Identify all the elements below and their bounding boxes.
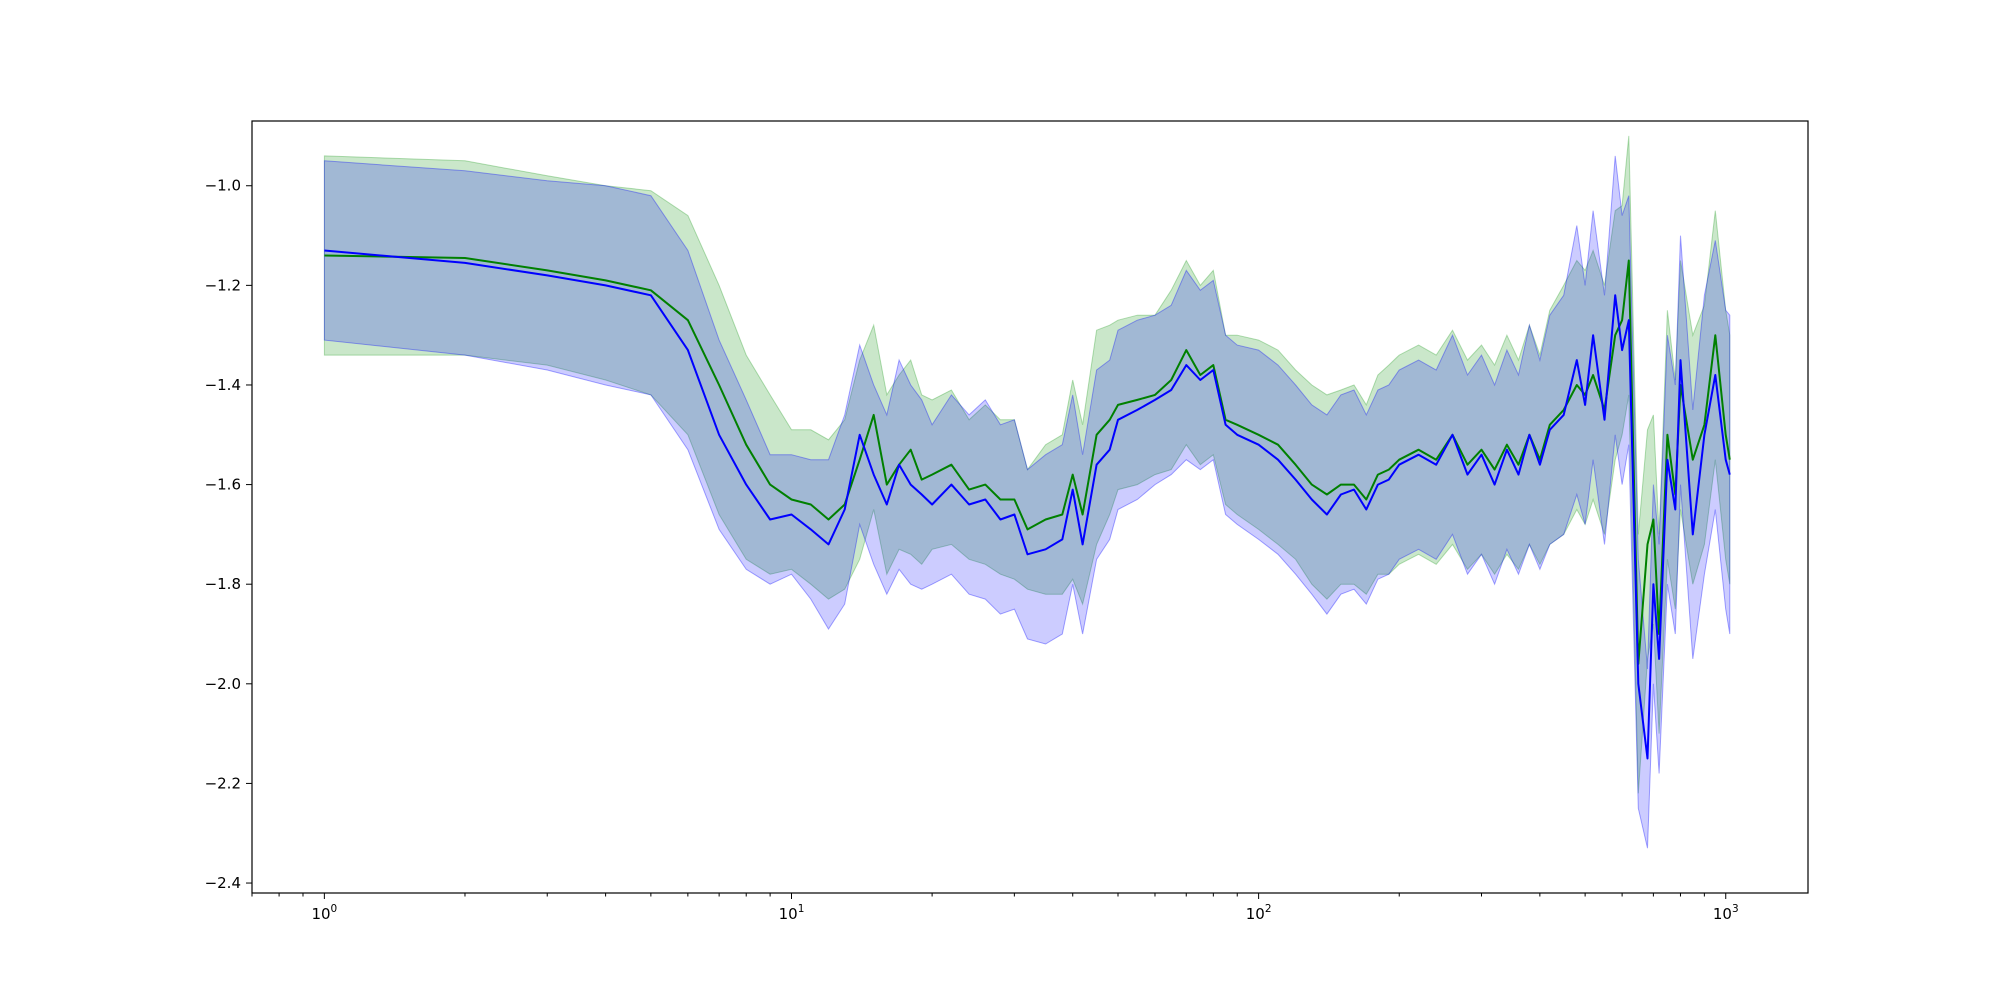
y-tick-label: −1.2	[205, 276, 241, 294]
x-tick-base: 10	[1713, 905, 1732, 923]
x-tick-exponent: 1	[798, 903, 805, 915]
x-tick-base: 10	[779, 905, 798, 923]
x-tick-base: 10	[1246, 905, 1265, 923]
y-tick-label: −2.0	[205, 675, 241, 693]
y-tick-label: −1.6	[205, 476, 241, 494]
y-tick-label: −1.8	[205, 575, 241, 593]
y-tick-label: −2.2	[205, 774, 241, 792]
x-tick-exponent: 3	[1732, 903, 1739, 915]
x-tick-exponent: 2	[1265, 903, 1272, 915]
y-tick-label: −2.4	[205, 874, 241, 892]
x-tick-exponent: 0	[331, 903, 338, 915]
y-tick-label: −1.0	[205, 177, 241, 195]
y-tick-label: −1.4	[205, 376, 241, 394]
x-tick-base: 10	[311, 905, 330, 923]
